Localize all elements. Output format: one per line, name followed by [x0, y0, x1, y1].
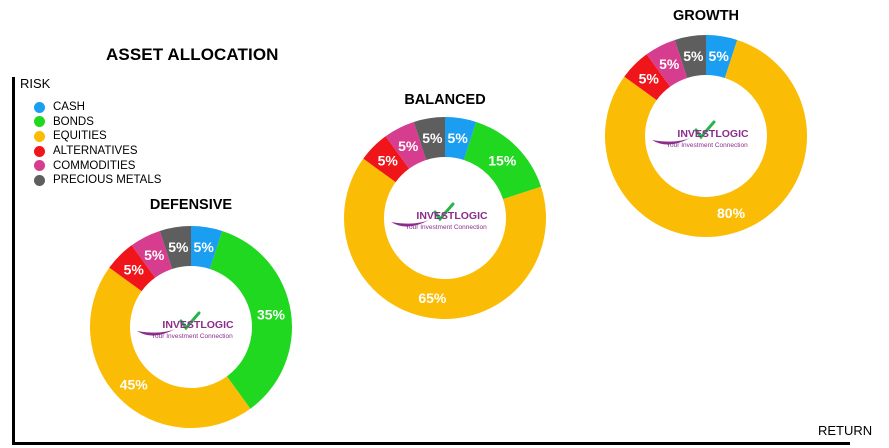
legend-swatch: [34, 160, 45, 172]
logo-check-icon: [694, 120, 716, 140]
growth-slice-alternatives: [624, 54, 671, 101]
legend-swatch: [34, 174, 45, 186]
balanced-slice-commodities: [385, 121, 427, 169]
logo-brand-text: INVESTLOGIC: [162, 319, 234, 331]
balanced-label-cash: 5%: [448, 130, 469, 146]
legend-item-bonds: BONDS: [34, 115, 161, 130]
logo-check-icon: [179, 311, 201, 331]
balanced-slice-cash: [445, 117, 477, 160]
growth-label-commodities: 5%: [659, 56, 680, 72]
growth-label-cash: 5%: [709, 48, 730, 64]
risk-axis-line: [12, 77, 15, 445]
legend-swatch: [34, 130, 45, 142]
growth-label-alternatives: 5%: [639, 71, 660, 87]
defensive-slice-bonds: [209, 230, 293, 409]
legend-label: ALTERNATIVES: [53, 145, 138, 158]
logo-swoosh-icon: [652, 138, 690, 145]
legend-item-alternatives: ALTERNATIVES: [34, 144, 161, 159]
balanced-slice-bonds: [463, 121, 542, 200]
balanced-title: BALANCED: [404, 92, 486, 108]
logo-brand-text: INVESTLOGIC: [677, 128, 749, 140]
logo-swoosh-icon: [391, 220, 429, 227]
investlogic-logo: INVESTLOGIC Your Investment Connection: [391, 202, 488, 231]
defensive-slice-equities: [89, 267, 251, 429]
return-axis-label: RETURN: [818, 423, 873, 438]
defensive-label-commodities: 5%: [144, 247, 165, 263]
defensive-slice-alternatives: [109, 245, 156, 292]
balanced-slice-precious-metals: [413, 117, 445, 160]
defensive-slice-precious-metals: [159, 226, 191, 269]
legend-swatch: [34, 145, 45, 157]
defensive-label-cash: 5%: [194, 239, 215, 255]
balanced-label-bonds: 15%: [488, 153, 517, 169]
growth-label-precious-metals: 5%: [683, 48, 704, 64]
defensive-slice-commodities: [131, 230, 173, 278]
balanced-label-precious-metals: 5%: [422, 130, 443, 146]
balanced-slice-equities: [343, 158, 546, 319]
legend-item-cash: CASH: [34, 100, 161, 115]
investlogic-logo: INVESTLOGIC Your Investment Connection: [652, 120, 749, 149]
growth-slice-equities: [605, 39, 807, 238]
defensive-label-equities: 45%: [120, 376, 149, 392]
defensive-slice-cash: [191, 226, 223, 269]
risk-axis-label: RISK: [20, 76, 51, 91]
legend-label: EQUITIES: [53, 130, 107, 143]
growth-slice-precious-metals: [674, 35, 706, 78]
logo-tagline-text: Your Investment Connection: [405, 224, 487, 231]
legend-label: PRECIOUS METALS: [53, 174, 162, 187]
growth-title: GROWTH: [672, 8, 740, 24]
legend-label: COMMODITIES: [53, 159, 136, 172]
defensive-label-bonds: 35%: [257, 306, 286, 322]
logo-brand-text: INVESTLOGIC: [416, 210, 488, 222]
balanced-label-commodities: 5%: [398, 138, 419, 154]
chart-title: ASSET ALLOCATION: [106, 45, 279, 64]
balanced-label-equities: 65%: [418, 290, 447, 306]
logo-swoosh-icon: [137, 329, 175, 336]
investlogic-logo: INVESTLOGIC Your Investment Connection: [137, 311, 234, 340]
legend-label: CASH: [53, 101, 85, 114]
balanced-slice-alternatives: [363, 136, 410, 183]
defensive-label-alternatives: 5%: [124, 262, 145, 278]
defensive-title: DEFENSIVE: [149, 197, 233, 213]
logo-check-icon: [433, 202, 455, 222]
growth-label-equities: 80%: [717, 205, 746, 221]
growth-slice-commodities: [646, 39, 688, 87]
logo-tagline-text: Your Investment Connection: [666, 142, 748, 149]
legend-swatch: [34, 116, 45, 128]
legend-label: BONDS: [53, 115, 94, 128]
legend-swatch: [34, 101, 45, 113]
logo-tagline-text: Your Investment Connection: [151, 333, 233, 340]
legend-item-equities: EQUITIES: [34, 129, 161, 144]
defensive-label-precious-metals: 5%: [168, 239, 189, 255]
legend: CASH BONDS EQUITIES ALTERNATIVES COMMODI…: [34, 100, 161, 188]
legend-item-precious-metals: PRECIOUS METALS: [34, 173, 161, 188]
return-axis-line: [12, 442, 850, 445]
balanced-label-alternatives: 5%: [378, 153, 399, 169]
legend-item-commodities: COMMODITIES: [34, 158, 161, 173]
growth-slice-cash: [706, 35, 738, 78]
